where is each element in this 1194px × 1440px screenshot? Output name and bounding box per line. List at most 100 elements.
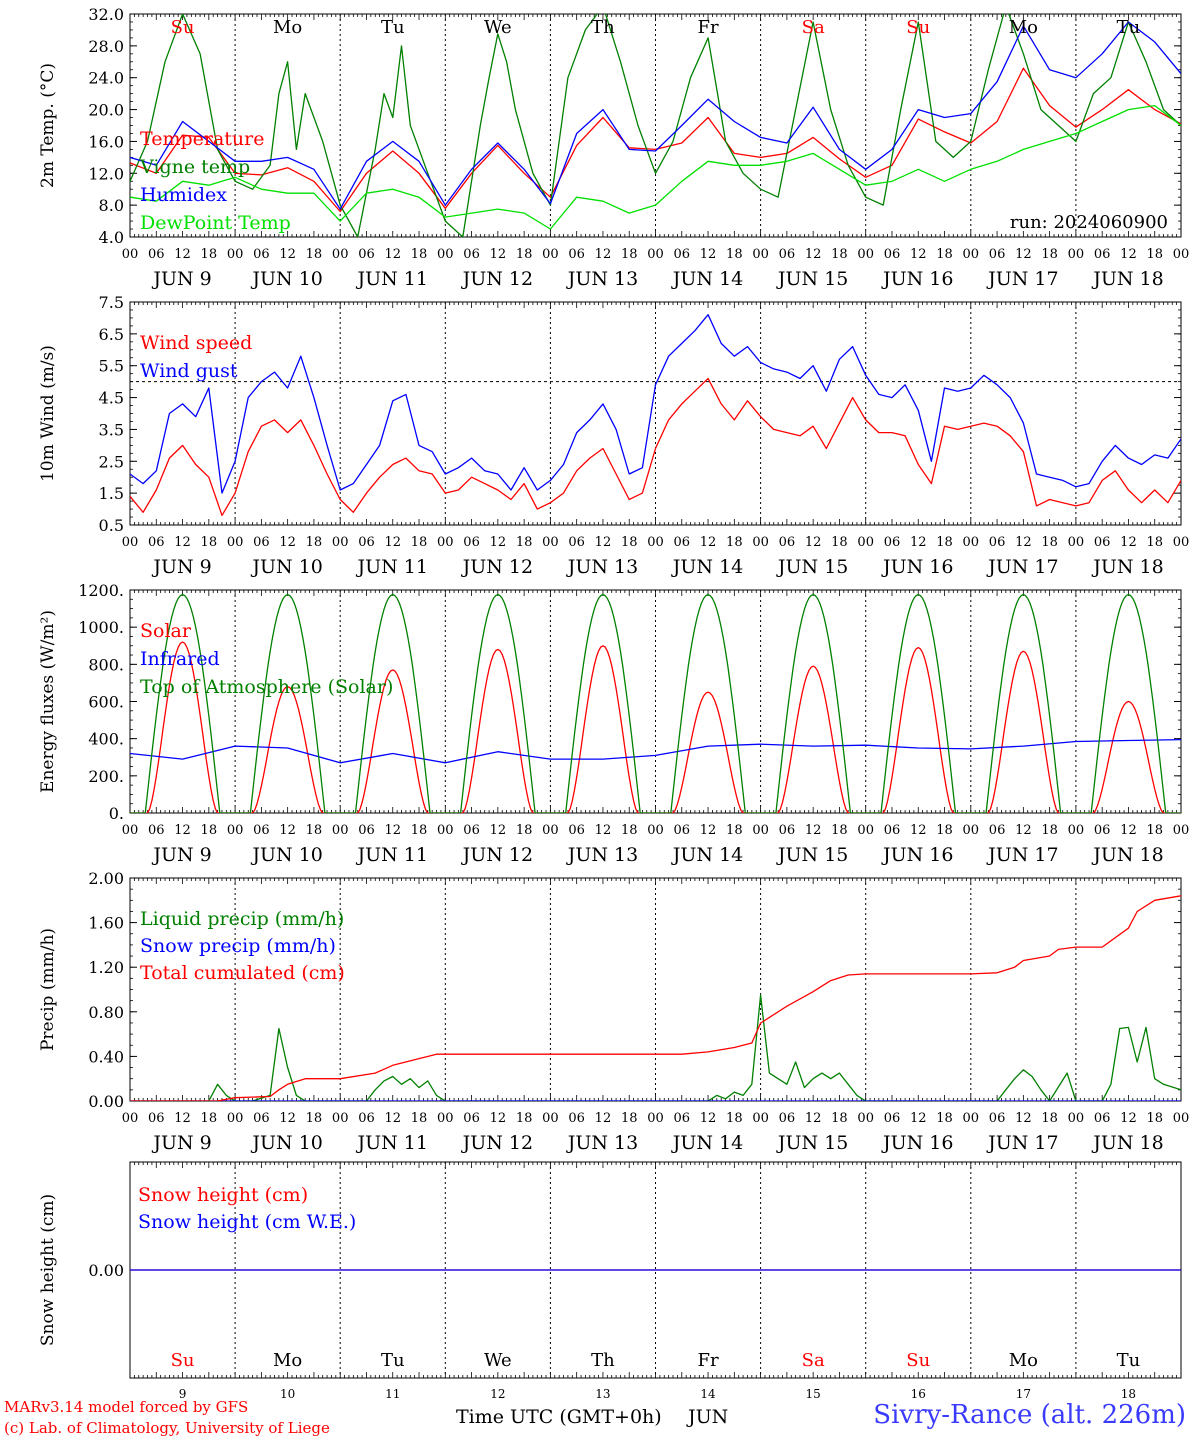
- energy-panel: 0. 200. 400. 600. 800. 1000. 1200. Energy fluxe…: [38, 581, 1189, 866]
- hour-tick-label: 00: [752, 535, 769, 550]
- date-label: JUN 17: [986, 556, 1058, 578]
- day-number: 11: [385, 1387, 400, 1401]
- hour-tick-label: 18: [411, 823, 428, 838]
- date-label: JUN 13: [566, 844, 638, 866]
- total-cumulated-cm-line: [130, 895, 1181, 1101]
- lab-credit: (c) Lab. of Climatology, University of L…: [4, 1419, 330, 1437]
- y-axis-label: Energy fluxes (W/m²): [38, 610, 58, 793]
- hour-tick-label: 00: [647, 823, 664, 838]
- hour-tick-label: 00: [227, 1111, 244, 1126]
- hour-tick-label: 00: [437, 1111, 454, 1126]
- hour-tick-label: 12: [910, 247, 927, 262]
- temperature-series: [130, 14, 1181, 237]
- day-number: 16: [911, 1387, 926, 1401]
- hour-tick-label: 18: [1041, 823, 1058, 838]
- y-tick-label: 4.0: [99, 228, 124, 247]
- hour-tick-label: 06: [674, 535, 691, 550]
- y-tick-label: 1200.: [78, 581, 124, 600]
- y-tick-label: 1.20: [88, 958, 124, 977]
- hour-tick-label: 12: [1120, 535, 1137, 550]
- hour-tick-label: 12: [595, 247, 612, 262]
- y-tick-label: 28.0: [88, 37, 124, 56]
- date-label: JUN 18: [1091, 1132, 1163, 1154]
- hour-tick-label: 06: [148, 1111, 165, 1126]
- date-label: JUN 12: [461, 268, 533, 290]
- hour-tick-label: 18: [306, 823, 323, 838]
- hour-tick-label: 00: [542, 247, 559, 262]
- hour-tick-label: 06: [1094, 1111, 1111, 1126]
- hour-tick-label: 00: [647, 535, 664, 550]
- hour-tick-label: 18: [936, 1111, 953, 1126]
- hour-tick-label: 06: [568, 535, 585, 550]
- hour-tick-label: 12: [1015, 823, 1032, 838]
- weekday-label: We: [484, 17, 512, 38]
- hour-tick-label: 18: [1041, 247, 1058, 262]
- hour-tick-label: 00: [857, 823, 874, 838]
- time-axis-label: Time UTC (GMT+0h): [456, 1406, 662, 1428]
- day-number: 13: [595, 1387, 610, 1401]
- hour-tick-label: 06: [779, 823, 796, 838]
- y-tick-label: 400.: [88, 730, 124, 749]
- hour-tick-label: 12: [174, 1111, 191, 1126]
- hour-tick-label: 06: [1094, 247, 1111, 262]
- hour-tick-label: 00: [227, 823, 244, 838]
- hour-tick-label: 00: [332, 247, 349, 262]
- y-tick-label: 0.: [109, 804, 124, 823]
- y-tick-label: 4.5: [99, 389, 124, 408]
- date-label: JUN 17: [986, 1132, 1058, 1154]
- date-label: JUN 13: [566, 556, 638, 578]
- day-number: 10: [280, 1387, 295, 1401]
- hour-tick-label: 00: [332, 1111, 349, 1126]
- legend-entry: Snow height (cm): [138, 1184, 308, 1206]
- hour-tick-label: 12: [910, 1111, 927, 1126]
- hour-tick-label: 18: [411, 1111, 428, 1126]
- hour-tick-label: 06: [463, 1111, 480, 1126]
- weekday-label: Tu: [1117, 1350, 1141, 1371]
- run-label: run: 2024060900: [1010, 212, 1168, 233]
- hour-tick-label: 18: [936, 247, 953, 262]
- hour-tick-label: 18: [306, 1111, 323, 1126]
- hour-tick-label: 06: [358, 1111, 375, 1126]
- hour-tick-label: 06: [779, 247, 796, 262]
- hour-tick-label: 12: [805, 823, 822, 838]
- hour-tick-label: 00: [332, 535, 349, 550]
- legend-entry: Snow precip (mm/h): [140, 935, 336, 957]
- hour-tick-label: 12: [805, 1111, 822, 1126]
- hour-tick-label: 12: [490, 1111, 507, 1126]
- hour-tick-label: 00: [332, 823, 349, 838]
- legend-entry: Temperature: [140, 128, 264, 150]
- hour-tick-label: 06: [253, 1111, 270, 1126]
- hour-tick-label: 12: [490, 247, 507, 262]
- y-tick-label: 5.5: [99, 357, 124, 376]
- legend-entry: Humidex: [140, 184, 227, 206]
- date-label: JUN 13: [566, 1132, 638, 1154]
- y-tick-label: 0.5: [99, 516, 124, 535]
- legend-entry: Vigne temp: [139, 156, 250, 178]
- y-tick-label: 200.: [88, 767, 124, 786]
- date-label: JUN 13: [566, 268, 638, 290]
- hour-tick-label: 12: [490, 823, 507, 838]
- model-credit: MARv3.14 model forced by GFS: [4, 1398, 249, 1416]
- hour-tick-label: 06: [779, 1111, 796, 1126]
- hour-tick-label: 18: [621, 823, 638, 838]
- hour-tick-label: 06: [463, 535, 480, 550]
- hour-tick-label: 18: [726, 823, 743, 838]
- weekday-label: Tu: [381, 17, 405, 38]
- hour-tick-label: 12: [595, 823, 612, 838]
- legend-entry: Wind gust: [140, 360, 238, 382]
- hour-tick-label: 12: [174, 823, 191, 838]
- hour-tick-label: 18: [306, 247, 323, 262]
- hour-tick-label: 06: [674, 1111, 691, 1126]
- day-number: 14: [700, 1387, 716, 1401]
- hour-tick-label: 00: [437, 535, 454, 550]
- hour-tick-label: 18: [831, 247, 848, 262]
- date-label: JUN 11: [356, 268, 428, 290]
- hour-tick-label: 12: [1120, 823, 1137, 838]
- y-tick-label: 32.0: [88, 5, 124, 24]
- liquid-precip-mm-h-line: [130, 994, 1181, 1101]
- hour-tick-label: 00: [1173, 535, 1190, 550]
- hour-tick-label: 00: [227, 535, 244, 550]
- date-label: JUN 17: [986, 844, 1058, 866]
- hour-tick-label: 06: [253, 535, 270, 550]
- hour-tick-label: 12: [910, 823, 927, 838]
